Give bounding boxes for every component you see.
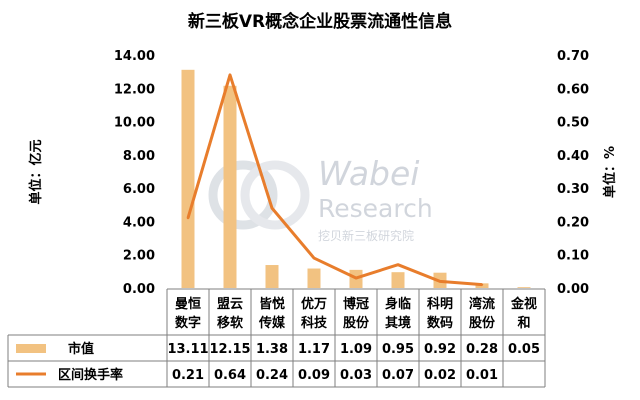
- right-tick-label: 0.10: [557, 249, 589, 264]
- watermark-brand: Wabei: [318, 154, 419, 193]
- line-data-label: 0.02: [424, 368, 456, 383]
- category-label: 移软: [217, 315, 243, 331]
- left-axis-ticks: 0.00 2.00 4.00 6.00 8.00 10.00 12.00 14.00: [114, 49, 155, 297]
- category-label: 曼恒: [175, 296, 201, 312]
- category-label: 数字: [175, 315, 201, 331]
- bar-data-label: 0.05: [508, 342, 540, 357]
- bar-data-label: 1.09: [340, 342, 372, 357]
- line-data-label: 0.24: [256, 368, 288, 383]
- line-data-label: 0.09: [298, 368, 330, 383]
- line-data-label: 0.07: [382, 368, 414, 383]
- watermark-ring-icon: [208, 160, 278, 230]
- right-tick-label: 0.60: [557, 82, 589, 97]
- bar-data-label: 1.38: [256, 342, 288, 357]
- bar-data-label: 0.28: [466, 342, 498, 357]
- right-tick-label: 0.20: [557, 215, 589, 230]
- left-tick-label: 10.00: [114, 116, 155, 131]
- line-point: [354, 276, 358, 280]
- category-label: 科技: [301, 315, 328, 331]
- line-point: [228, 73, 232, 77]
- bar: [391, 272, 405, 288]
- line-point: [480, 283, 484, 286]
- left-tick-label: 0.00: [123, 282, 155, 297]
- category-label: 数码: [427, 315, 453, 331]
- category-label: 科明: [427, 296, 453, 312]
- right-tick-label: 0.30: [557, 182, 589, 197]
- legend-bar-name: 市值: [68, 341, 94, 357]
- bar-series: [181, 69, 531, 289]
- right-tick-label: 0.50: [557, 116, 589, 131]
- bar-data-label: 13.11: [167, 342, 208, 357]
- category-label: 湾流: [469, 296, 495, 312]
- left-tick-label: 8.00: [123, 149, 155, 164]
- bar: [517, 287, 531, 288]
- line-point: [438, 280, 442, 283]
- line-data-label: 0.01: [466, 368, 498, 383]
- left-tick-label: 12.00: [114, 82, 155, 97]
- line-point: [186, 216, 190, 220]
- right-tick-label: 0.00: [557, 282, 589, 297]
- bar: [223, 85, 237, 289]
- legend-line-name: 区间换手率: [58, 367, 123, 383]
- right-axis-ticks: 0.00 0.10 0.20 0.30 0.40 0.50 0.60 0.70: [557, 49, 589, 297]
- category-label: 股份: [343, 315, 370, 331]
- category-label: 博冠: [343, 296, 369, 312]
- bar: [265, 265, 279, 288]
- right-tick-label: 0.40: [557, 149, 589, 164]
- bar-data-label: 1.17: [298, 342, 330, 357]
- line-data-label: 0.21: [172, 368, 204, 383]
- category-label: 股份: [469, 315, 496, 331]
- watermark-caption: 挖贝新三板研究院: [318, 228, 414, 243]
- legend-bar-key: [16, 344, 46, 353]
- category-label: 身临: [385, 296, 411, 312]
- chart-title: 新三板VR概念企业股票流通性信息: [188, 11, 452, 32]
- right-axis-label: 单位：%: [602, 146, 618, 198]
- left-tick-label: 4.00: [123, 215, 155, 230]
- left-axis-label: 单位：亿元: [28, 139, 44, 204]
- line-path: [186, 73, 483, 287]
- line-data-label: 0.03: [340, 368, 372, 383]
- bar-data-label: 0.92: [424, 342, 456, 357]
- category-label: 和: [517, 315, 530, 331]
- line-data-label: 0.64: [214, 368, 246, 383]
- bar-data-label: 0.95: [382, 342, 414, 357]
- bar: [181, 69, 195, 289]
- watermark-ring-icon-inner: [240, 160, 310, 230]
- right-tick-label: 0.70: [557, 49, 589, 64]
- bar: [307, 268, 321, 288]
- category-label: 其境: [385, 315, 411, 331]
- category-label: 皆悦: [259, 296, 285, 312]
- left-tick-label: 2.00: [123, 249, 155, 264]
- bar-data-label: 12.15: [209, 342, 250, 357]
- category-label: 传媒: [258, 315, 286, 331]
- line-series: [186, 73, 484, 287]
- category-label: 盟云: [217, 296, 243, 312]
- line-point: [396, 263, 400, 266]
- data-table: 曼恒数字盟云移软皆悦传媒优万科技博冠股份身临其境科明数码湾流股份金视和市值区间换…: [7, 288, 546, 388]
- category-label: 优万: [301, 296, 327, 312]
- line-point: [312, 256, 316, 260]
- left-tick-label: 6.00: [123, 182, 155, 197]
- watermark-sub: Research: [318, 194, 433, 223]
- watermark-logo: Wabei Research 挖贝新三板研究院: [208, 154, 433, 243]
- left-tick-label: 14.00: [114, 49, 155, 64]
- category-label: 金视: [510, 296, 537, 312]
- line-point: [270, 206, 274, 210]
